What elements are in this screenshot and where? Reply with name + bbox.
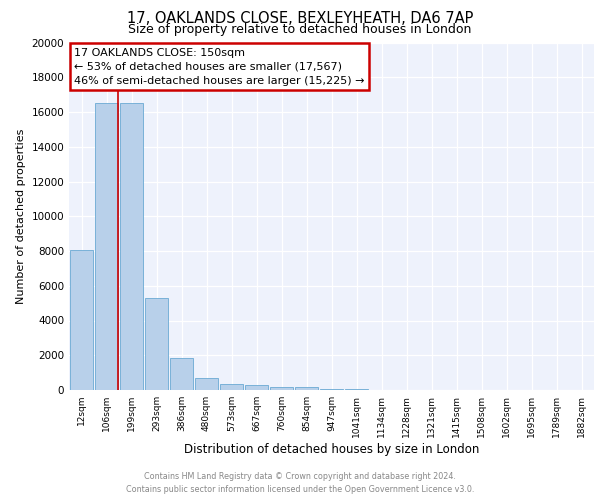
Bar bbox=[170, 358, 193, 390]
Bar bbox=[295, 388, 318, 390]
X-axis label: Distribution of detached houses by size in London: Distribution of detached houses by size … bbox=[184, 442, 479, 456]
Text: 17 OAKLANDS CLOSE: 150sqm
← 53% of detached houses are smaller (17,567)
46% of s: 17 OAKLANDS CLOSE: 150sqm ← 53% of detac… bbox=[74, 48, 365, 86]
Text: Size of property relative to detached houses in London: Size of property relative to detached ho… bbox=[128, 22, 472, 36]
Text: 17, OAKLANDS CLOSE, BEXLEYHEATH, DA6 7AP: 17, OAKLANDS CLOSE, BEXLEYHEATH, DA6 7AP bbox=[127, 11, 473, 26]
Y-axis label: Number of detached properties: Number of detached properties bbox=[16, 128, 26, 304]
Bar bbox=[195, 378, 218, 390]
Text: Contains HM Land Registry data © Crown copyright and database right 2024.
Contai: Contains HM Land Registry data © Crown c… bbox=[126, 472, 474, 494]
Bar bbox=[270, 386, 293, 390]
Bar bbox=[145, 298, 168, 390]
Bar bbox=[120, 104, 143, 390]
Bar bbox=[70, 250, 93, 390]
Bar bbox=[320, 389, 343, 390]
Bar bbox=[95, 104, 118, 390]
Bar bbox=[245, 386, 268, 390]
Bar bbox=[220, 384, 243, 390]
